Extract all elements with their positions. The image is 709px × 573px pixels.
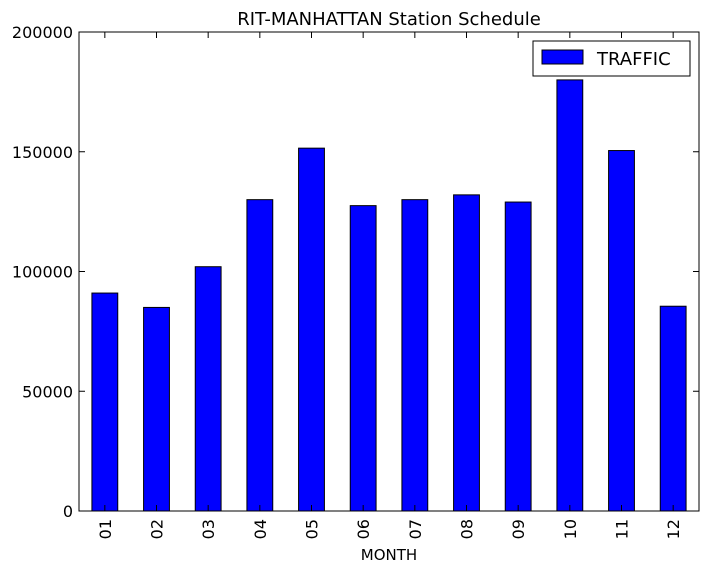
x-tick-label: 03 bbox=[199, 519, 218, 539]
x-tick-label: 07 bbox=[406, 519, 425, 539]
y-tick-label: 50000 bbox=[22, 382, 73, 401]
bar-12 bbox=[659, 305, 687, 512]
x-tick-label: 01 bbox=[96, 519, 115, 539]
bar-06 bbox=[349, 205, 377, 512]
x-tick-label: 12 bbox=[664, 519, 683, 539]
x-axis-ticks: 01 02 03 04 05 06 07 08 09 10 11 12 bbox=[96, 32, 683, 539]
y-tick-label: 100000 bbox=[12, 263, 73, 282]
bar-04 bbox=[246, 199, 274, 512]
bars-group bbox=[91, 79, 687, 512]
chart-title: RIT-MANHATTAN Station Schedule bbox=[237, 9, 541, 30]
plot-area-frame bbox=[78, 31, 700, 512]
bar-10 bbox=[556, 79, 584, 512]
legend-swatch-traffic bbox=[541, 49, 584, 65]
x-tick-label: 10 bbox=[561, 519, 580, 539]
y-tick-label: 200000 bbox=[12, 23, 73, 42]
legend-label-traffic: TRAFFIC bbox=[596, 49, 671, 70]
x-tick-label: 05 bbox=[303, 519, 322, 539]
bar-02 bbox=[143, 306, 170, 512]
legend-box bbox=[532, 40, 691, 77]
x-tick-label: 06 bbox=[354, 519, 373, 539]
bar-05 bbox=[298, 147, 325, 512]
y-tick-label: 0 bbox=[63, 502, 73, 521]
x-tick-label: 11 bbox=[613, 519, 632, 539]
y-tick-label: 150000 bbox=[12, 143, 73, 162]
bar-07 bbox=[401, 199, 429, 512]
bar-01 bbox=[91, 292, 119, 512]
bar-09 bbox=[504, 201, 532, 512]
x-tick-label: 08 bbox=[458, 519, 477, 539]
x-tick-label: 02 bbox=[148, 519, 167, 539]
x-axis-label: MONTH bbox=[361, 546, 417, 564]
x-tick-label: 04 bbox=[251, 519, 270, 539]
y-axis-ticks: 0 50000 100000 150000 200000 bbox=[12, 23, 699, 521]
x-tick-label: 09 bbox=[509, 519, 528, 539]
legend: TRAFFIC bbox=[532, 40, 691, 77]
bar-08 bbox=[453, 194, 480, 512]
bar-03 bbox=[194, 266, 222, 512]
bar-11 bbox=[608, 150, 635, 512]
